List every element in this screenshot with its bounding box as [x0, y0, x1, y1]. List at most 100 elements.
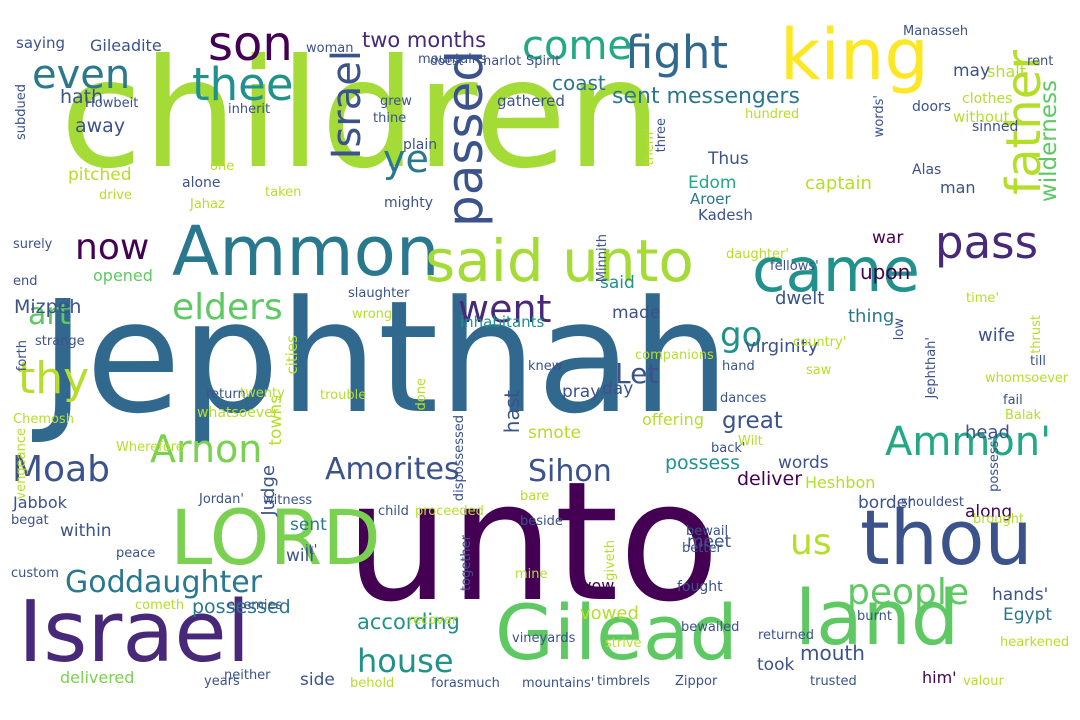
word-one-117: one [210, 159, 235, 174]
word-hundred-173: hundred [745, 107, 800, 122]
word-hands-90: hands' [992, 585, 1049, 605]
word-fought-151: fought [677, 579, 723, 595]
word-forasmuch-143: forasmuch [431, 676, 500, 691]
word-manasseh-100: Manasseh [903, 24, 969, 39]
word-mountains-144: mountains' [522, 676, 595, 691]
word-opened-63: opened [93, 266, 153, 285]
word-sinned-105: sinned [972, 119, 1019, 135]
word-country-180: country' [793, 335, 847, 350]
word-neither-141: neither [224, 668, 271, 683]
word-bewailed-149: bewailed [681, 620, 740, 635]
word-took-88: took [757, 655, 795, 675]
word-wife-68: wife [978, 325, 1016, 346]
word-pitched-62: pitched [68, 165, 132, 185]
word-deliver-50: deliver [737, 468, 803, 490]
word-harlot-108: harlot [483, 54, 522, 69]
word-companions-186: companions [635, 348, 714, 363]
word-jephthah-1: Jephthah [40, 267, 730, 448]
word-border-79: border [858, 493, 915, 513]
word-it-139: it' [305, 543, 318, 558]
word-woman-111: woman [306, 41, 354, 56]
word-bare-190: bare [520, 489, 550, 504]
word-ammon-16: Ammon' [885, 419, 1052, 465]
word-words-78: words [778, 453, 829, 473]
word-god-17: God [65, 565, 126, 600]
word-zippor-146: Zippor [675, 674, 718, 689]
word-art-36: art [28, 297, 71, 332]
word-plain-116: plain [403, 137, 438, 153]
word-upon-66: upon [860, 260, 911, 284]
word-saying-59: saying [16, 34, 66, 52]
word-offering-77: offering [642, 410, 704, 429]
word-cities-95: cities [283, 335, 301, 375]
word-vow-86: vow [582, 576, 615, 595]
word-fail-168: fail [1003, 393, 1023, 408]
word-giveth-155: giveth [603, 540, 618, 581]
word-arnon-25: Arnon [150, 427, 263, 471]
word-fellows-177: fellows' [770, 259, 819, 274]
word-according-45: according [357, 610, 460, 634]
word-let-38: Let [615, 357, 659, 390]
word-jahaz-121: Jahaz [190, 197, 225, 212]
word-brought-163: brought [973, 512, 1025, 527]
word-vowed-87: vowed [580, 603, 639, 624]
word-made-70: made [612, 303, 661, 323]
word-sihon-35: Sihon [528, 454, 612, 489]
word-now-28: now [75, 227, 150, 268]
word-son-12: son [208, 16, 293, 72]
word-thing-69: thing [848, 306, 895, 327]
word-us-32: us [790, 522, 832, 563]
word-enemies-138: enemies [227, 598, 283, 613]
word-possessed-48: possessed [192, 596, 291, 618]
word-thy-23: thy [18, 353, 90, 404]
word-without-104: without [953, 108, 1010, 126]
word-recover-147: recover [408, 613, 458, 628]
word-rent-101: rent [1027, 54, 1054, 69]
word-him-97: him' [922, 668, 957, 687]
word-meet-85: meet [687, 532, 732, 552]
word-come-27: come [522, 23, 633, 69]
word-said-unto-11: said unto [425, 227, 694, 295]
word-fight-13: fight [625, 26, 729, 79]
word-pass-15: pass [935, 216, 1039, 269]
word-amorites-34: Amorites [325, 452, 460, 487]
word-captain-53: captain [805, 173, 872, 194]
word-moab-26: Moab [12, 449, 110, 490]
word-peace-135: peace [116, 546, 156, 561]
word-knew-189: knew [528, 359, 563, 374]
word-jordan-132: Jordan' [199, 492, 244, 507]
word-wherefore-131: Wherefore [116, 440, 184, 455]
word-away-61: away [75, 115, 126, 137]
word-even-21: even [32, 52, 131, 98]
word-alas-106: Alas [912, 162, 942, 178]
word-whatsoever-129: whatsoever [197, 405, 279, 421]
word-hast-72: hast [500, 390, 524, 434]
word-sent-82: sent [290, 515, 327, 535]
word-saw-183: saw [806, 363, 832, 378]
word-hand-181: hand [722, 359, 755, 374]
word-grew-114: grew [380, 94, 412, 109]
word-thee-20: thee [192, 58, 294, 111]
word-valour-162: valour [963, 674, 1004, 689]
word-forth-195: forth [15, 340, 30, 372]
word-children-0: children [60, 28, 662, 202]
word-king-9: king [780, 14, 929, 96]
word-sent-messengers-39: sent messengers [612, 84, 800, 109]
word-twenty-194: twenty [240, 386, 285, 401]
word-drive-119: drive [99, 188, 132, 203]
word-time-171: time' [966, 291, 999, 306]
word-pray-73: pray [562, 382, 601, 402]
word-daughter-176: daughter' [726, 247, 789, 262]
word-bewail-153: bewail [686, 524, 729, 539]
word-wilt-182: Wilt [738, 434, 763, 449]
word-thou-6: thou [860, 493, 1033, 582]
word-elders-19: elders [172, 287, 283, 328]
word-judge-64: Judge [258, 465, 279, 516]
word-dispossessed-187: dispossessed [452, 415, 467, 502]
word-strive-148: strive [605, 636, 642, 651]
word-better-152: better [682, 541, 722, 556]
word-burnt-159: burnt [857, 609, 892, 624]
word-cometh-137: cometh [135, 598, 185, 613]
word-coast-41: coast [552, 71, 606, 95]
